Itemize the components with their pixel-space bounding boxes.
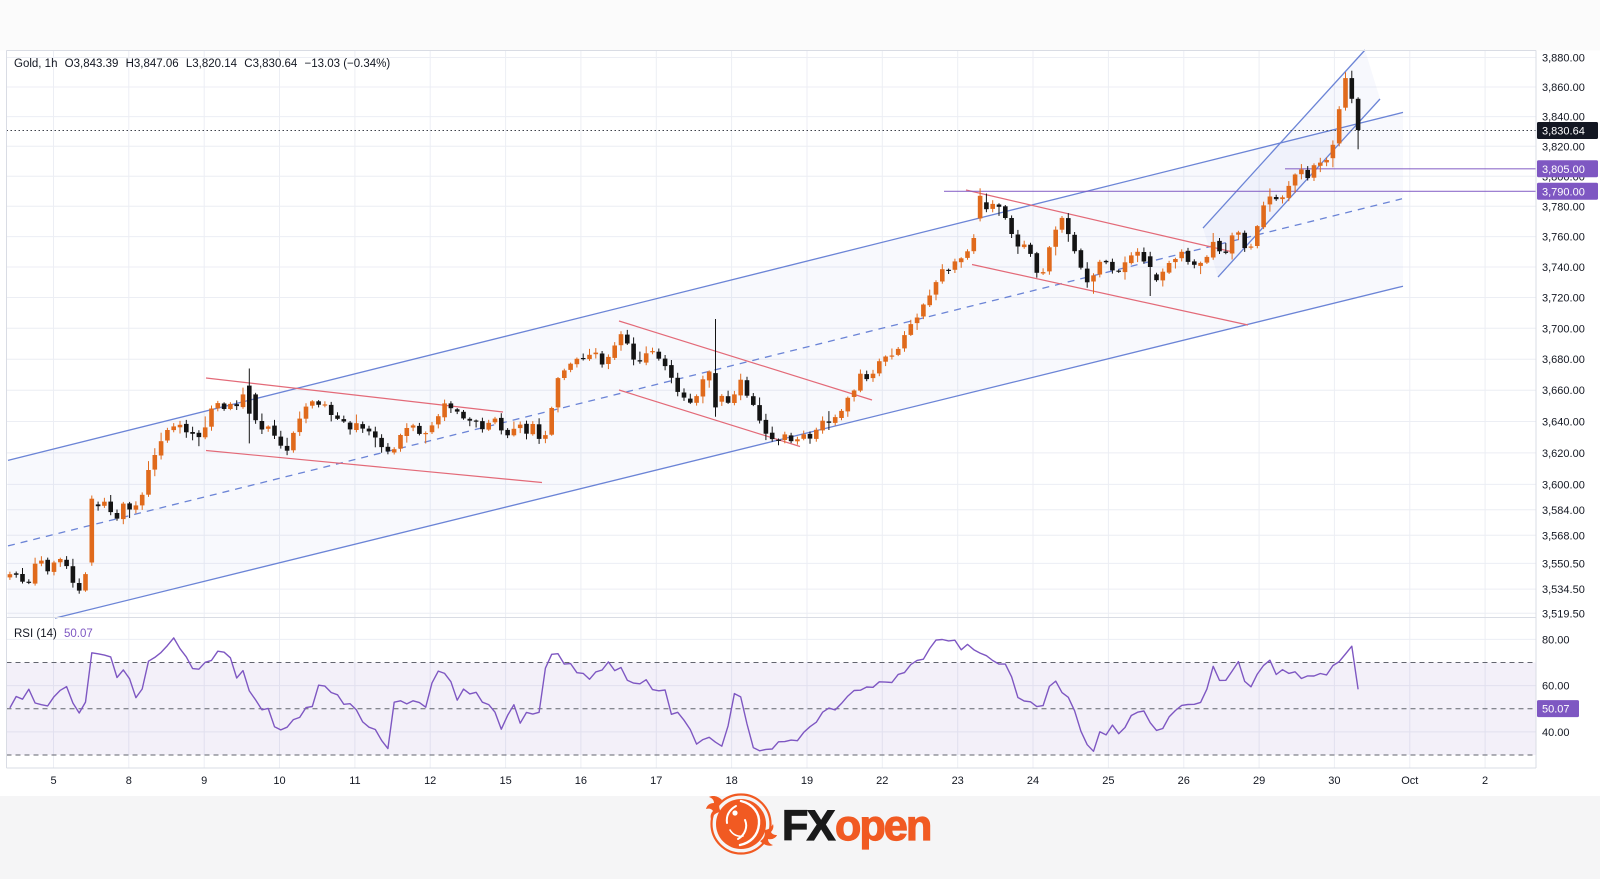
svg-text:9: 9 [201,775,207,787]
svg-text:22: 22 [876,775,888,787]
svg-text:25: 25 [1102,775,1114,787]
svg-text:3,660.00: 3,660.00 [1542,385,1585,397]
svg-text:3,620.00: 3,620.00 [1542,448,1585,460]
svg-text:5: 5 [50,775,56,787]
svg-text:3,790.00: 3,790.00 [1542,186,1585,198]
svg-text:3,640.00: 3,640.00 [1542,417,1585,429]
svg-text:open: open [835,802,931,850]
svg-text:3,760.00: 3,760.00 [1542,232,1585,244]
svg-text:12: 12 [424,775,436,787]
svg-text:3,805.00: 3,805.00 [1542,164,1585,176]
svg-text:3,584.00: 3,584.00 [1542,505,1585,517]
svg-text:3,840.00: 3,840.00 [1542,112,1585,124]
svg-text:2: 2 [1482,775,1488,787]
svg-text:Oct: Oct [1401,775,1418,787]
svg-text:26: 26 [1178,775,1190,787]
svg-text:30: 30 [1328,775,1340,787]
svg-text:18: 18 [725,775,737,787]
svg-text:60.00: 60.00 [1542,681,1570,693]
svg-text:50.07: 50.07 [64,628,93,640]
svg-text:3,720.00: 3,720.00 [1542,293,1585,305]
svg-text:10: 10 [273,775,285,787]
svg-text:3,820.00: 3,820.00 [1542,141,1585,153]
svg-text:23: 23 [952,775,964,787]
svg-text:11: 11 [349,775,360,787]
svg-text:19: 19 [801,775,813,787]
svg-text:3,600.00: 3,600.00 [1542,479,1585,491]
svg-text:3,880.00: 3,880.00 [1542,53,1585,65]
svg-text:Gold, 1h O3,843.39 H3,847.06 L: Gold, 1h O3,843.39 H3,847.06 L3,820.14 C… [14,58,390,70]
svg-text:3,519.50: 3,519.50 [1542,608,1585,620]
svg-text:3,830.64: 3,830.64 [1542,126,1585,138]
svg-text:3,700.00: 3,700.00 [1542,323,1585,335]
svg-text:24: 24 [1027,775,1039,787]
svg-text:3,780.00: 3,780.00 [1542,201,1585,213]
svg-text:15: 15 [499,775,511,787]
svg-text:50.07: 50.07 [1542,704,1570,716]
svg-text:RSI (14): RSI (14) [14,628,57,640]
svg-text:3,740.00: 3,740.00 [1542,262,1585,274]
svg-text:3,680.00: 3,680.00 [1542,354,1585,366]
svg-text:16: 16 [575,775,587,787]
svg-text:3,550.50: 3,550.50 [1542,558,1585,570]
svg-text:FX: FX [782,802,836,850]
svg-text:29: 29 [1253,775,1265,787]
svg-text:80.00: 80.00 [1542,634,1570,646]
svg-text:17: 17 [650,775,662,787]
svg-text:3,568.00: 3,568.00 [1542,530,1585,542]
svg-text:3,534.50: 3,534.50 [1542,584,1585,596]
svg-text:8: 8 [126,775,132,787]
svg-text:3,860.00: 3,860.00 [1542,82,1585,94]
svg-text:40.00: 40.00 [1542,727,1570,739]
